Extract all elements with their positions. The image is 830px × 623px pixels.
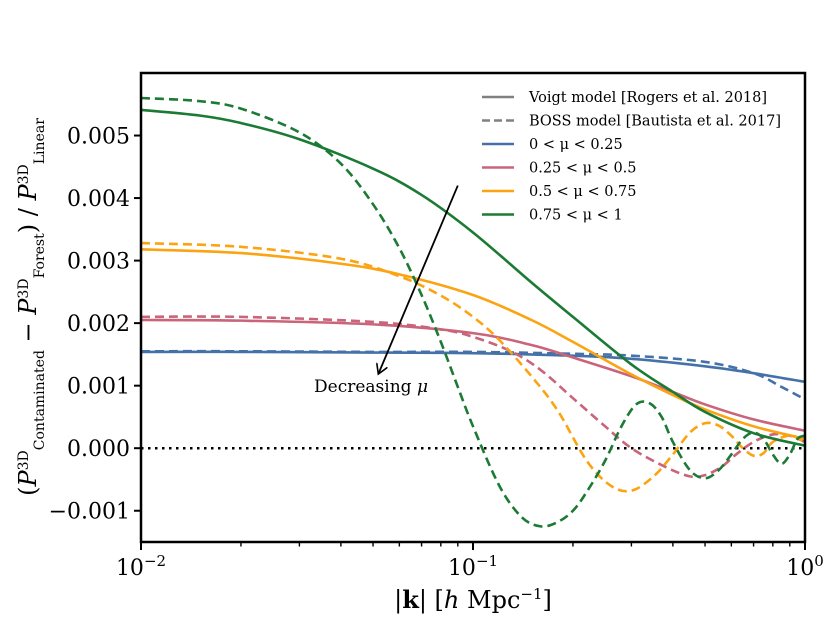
legend-label-5: 0.75 < μ < 1 <box>529 208 623 224</box>
series-line-voigt-2 <box>141 318 805 432</box>
decreasing-mu-annotation: Decreasing μ <box>314 377 428 397</box>
legend: Voigt model [Rogers et al. 2018] BOSS mod… <box>482 90 781 224</box>
x-tick-label: 10−1 <box>448 552 498 581</box>
x-tick-label: 10−2 <box>116 552 166 581</box>
legend-label-3: 0.25 < μ < 0.5 <box>529 161 637 177</box>
y-tick-label: 0.001 <box>67 375 130 400</box>
x-tick-label: 100 <box>786 552 824 581</box>
y-tick-label: 0.004 <box>67 187 130 212</box>
y-tick-label: 0.005 <box>67 125 130 150</box>
y-tick-label: 0.003 <box>67 250 130 275</box>
legend-label-1: BOSS model [Bautista et al. 2017] <box>529 114 781 130</box>
y-axis: −0.001 0.000 0.001 0.002 0.003 0.004 0.005 <box>49 125 141 525</box>
series-line-boss-5 <box>141 241 805 493</box>
series-line-voigt-0 <box>141 350 805 384</box>
legend-label-0: Voigt model [Rogers et al. 2018] <box>528 90 767 106</box>
series-layer <box>141 96 805 528</box>
series-line-voigt-4 <box>141 248 805 441</box>
series-line-boss-3 <box>141 315 805 479</box>
y-tick-label: 0.000 <box>67 437 130 462</box>
decreasing-mu-arrow <box>379 185 459 374</box>
series-line-voigt-6 <box>141 108 805 447</box>
x-axis: 10−2 10−1 100 <box>116 542 824 581</box>
y-tick-label: 0.002 <box>67 312 130 337</box>
series-line-boss-1 <box>141 349 805 401</box>
legend-label-2: 0 < μ < 0.25 <box>529 137 623 153</box>
legend-label-4: 0.5 < μ < 0.75 <box>529 184 637 200</box>
plot-area <box>141 96 805 528</box>
y-tick-label: −0.001 <box>49 500 130 525</box>
series-line-boss-7 <box>141 96 805 528</box>
